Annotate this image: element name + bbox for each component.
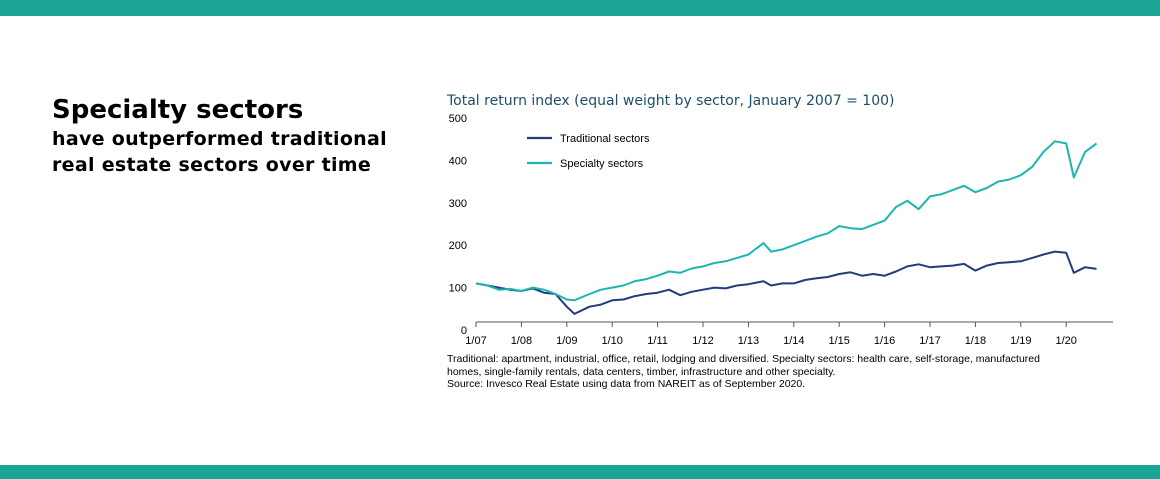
x-tick-label-7: 1/14: [783, 335, 804, 347]
y-tick-label-2: 200: [449, 240, 467, 252]
footnote-line-2: homes, single-family rentals, data cente…: [447, 365, 836, 378]
x-tick-label-10: 1/17: [919, 335, 940, 347]
x-tick-label-9: 1/16: [874, 335, 895, 347]
x-tick-label-8: 1/15: [828, 335, 849, 347]
footnote-line-3: Source: Invesco Real Estate using data f…: [447, 378, 806, 390]
top-accent-band: [0, 0, 1160, 16]
series-line-0: [475, 250, 1097, 315]
x-tick-label-3: 1/10: [601, 335, 622, 347]
bottom-accent-band: [0, 465, 1160, 479]
footnote-line-1: Traditional: apartment, industrial, offi…: [447, 353, 1040, 365]
chart-title: Total return index (equal weight by sect…: [447, 93, 895, 109]
x-tick-label-6: 1/13: [738, 335, 759, 347]
headline-sub-line2: real estate sectors over time: [52, 154, 372, 176]
headline: Specialty sectors have outperformed trad…: [52, 94, 387, 178]
headline-main: Specialty sectors: [52, 95, 304, 125]
x-tick-label-0: 1/07: [465, 335, 486, 347]
chart-footnotes: Traditional: apartment, industrial, offi…: [447, 353, 1127, 391]
legend-label-0: Traditional sectors: [560, 133, 650, 145]
y-tick-label-0: 0: [461, 325, 467, 337]
x-tick-label-2: 1/09: [556, 335, 577, 347]
y-tick-label-5: 500: [449, 113, 467, 125]
x-tick-label-4: 1/11: [647, 335, 668, 347]
x-tick-label-1: 1/08: [511, 335, 532, 347]
y-tick-label-4: 400: [449, 155, 467, 167]
series-line-1: [475, 140, 1098, 302]
y-tick-label-3: 300: [449, 198, 467, 210]
legend-label-1: Specialty sectors: [560, 158, 644, 170]
x-tick-label-11: 1/18: [965, 335, 986, 347]
x-tick-label-12: 1/19: [1010, 335, 1031, 347]
y-tick-label-1: 100: [449, 283, 467, 295]
headline-sub-line1: have outperformed traditional: [52, 128, 387, 150]
x-tick-label-13: 1/20: [1055, 335, 1076, 347]
x-tick-label-5: 1/12: [692, 335, 713, 347]
